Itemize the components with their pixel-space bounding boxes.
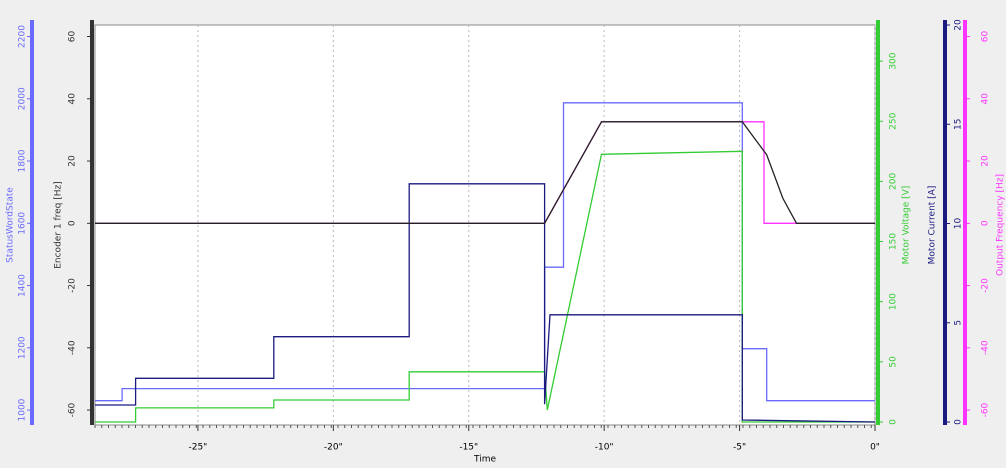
x-tick-label: -15" (459, 443, 478, 453)
x-tick-label: -25" (188, 443, 207, 453)
y-tick-label: 250 (889, 112, 899, 129)
x-tick-label: -10" (595, 443, 614, 453)
x-tick-label: -20" (324, 443, 343, 453)
y-tick-label: 0 (954, 419, 964, 425)
y-axis-title: Output Frequency [Hz] (996, 174, 1006, 276)
y-tick-label: 60 (981, 31, 991, 43)
y-tick-label: 0 (981, 220, 991, 226)
plot-area (94, 24, 876, 426)
y-tick-label: -20 (981, 278, 991, 293)
y-tick-label: -20 (68, 278, 78, 293)
y-tick-label: 40 (981, 93, 991, 105)
y-tick-label: 1400 (18, 274, 28, 297)
y-tick-label: 20 (68, 155, 78, 167)
y-tick-label: -60 (981, 402, 991, 417)
y-tick-label: 50 (889, 356, 899, 368)
y-tick-label: 1600 (18, 212, 28, 235)
y-tick-label: 2200 (18, 25, 28, 48)
y-axis-title: Encoder 1 freq [Hz] (54, 181, 64, 269)
y-tick-label: 20 (981, 155, 991, 167)
y-tick-label: 2000 (18, 87, 28, 110)
x-tick-label: -5" (733, 443, 746, 453)
y-axis-title: StatusWordState (6, 187, 16, 263)
y-tick-label: 20 (954, 19, 964, 31)
y-axis-title: Motor Voltage [V] (902, 186, 912, 265)
y-tick-label: 60 (68, 31, 78, 43)
y-tick-label: 1800 (18, 149, 28, 172)
y-tick-label: 1000 (18, 398, 28, 421)
y-tick-label: 15 (954, 119, 964, 130)
series-line (95, 121, 875, 224)
y-tick-label: 0 (889, 419, 899, 425)
y-tick-label: 300 (889, 52, 899, 69)
x-tick-label: 0" (870, 443, 880, 453)
y-tick-label: 100 (889, 293, 899, 310)
y-axis-title: Motor Current [A] (928, 186, 938, 265)
series-line (95, 102, 875, 402)
y-tick-label: -40 (68, 340, 78, 355)
y-tick-label: 0 (68, 220, 78, 226)
y-tick-label: 10 (954, 218, 964, 230)
y-tick-label: -40 (981, 340, 991, 355)
y-tick-label: 1200 (18, 336, 28, 359)
y-tick-label: 200 (889, 173, 899, 190)
y-tick-label: 40 (68, 93, 78, 105)
y-tick-label: 5 (954, 320, 964, 326)
series-line (95, 150, 875, 423)
y-tick-label: 150 (889, 233, 899, 250)
y-tick-label: -60 (68, 402, 78, 417)
x-axis-label: Time (473, 455, 496, 465)
series-line (95, 183, 876, 423)
